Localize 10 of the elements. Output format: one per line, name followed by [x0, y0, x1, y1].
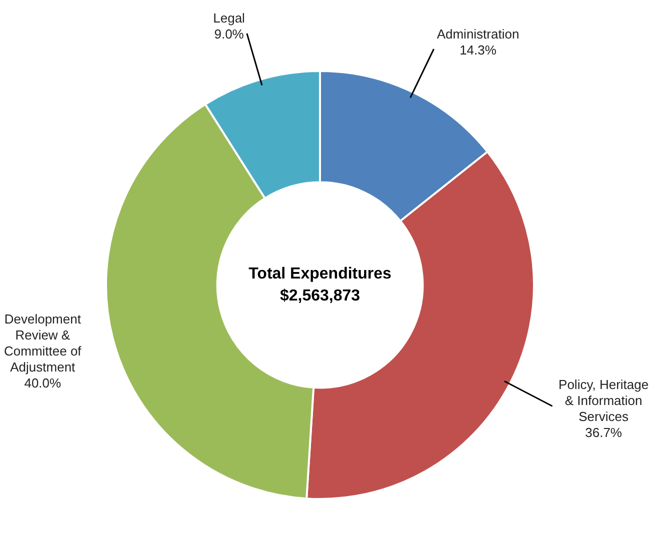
slice-label: Policy, Heritage & Information Services: [558, 376, 649, 424]
data-label: 40.0%: [24, 375, 62, 390]
text: $2,563,873: [280, 287, 360, 304]
slice-label: Legal: [213, 10, 246, 26]
data-label: 36.7%: [585, 424, 622, 440]
data-label: 14.3%: [460, 42, 497, 58]
data-label: 9.0%: [214, 26, 244, 42]
slice-label: Administration: [436, 26, 520, 42]
slice-label: Development Review & Committee of Adjustment: [4, 311, 82, 374]
text: Total Expenditures: [248, 265, 392, 282]
